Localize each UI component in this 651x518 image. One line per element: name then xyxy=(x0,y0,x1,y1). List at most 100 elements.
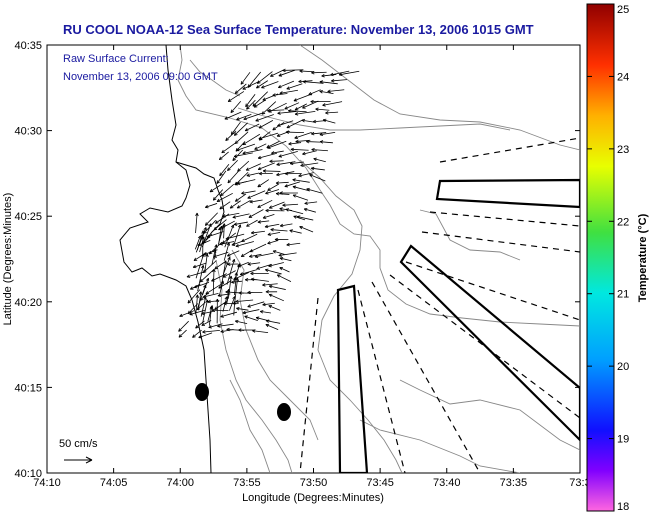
current-vector xyxy=(233,122,248,136)
current-vector xyxy=(215,298,220,324)
current-vector xyxy=(272,93,288,97)
scale-arrow xyxy=(64,456,93,464)
current-vector xyxy=(268,284,286,290)
current-vector xyxy=(178,320,189,332)
current-vector xyxy=(218,280,225,297)
plot-area xyxy=(46,44,581,474)
current-vector xyxy=(311,131,327,136)
current-vector xyxy=(259,310,271,314)
bathymetry-contour-6 xyxy=(231,249,319,441)
current-vector xyxy=(286,242,301,247)
colorbar-tick-label: 23 xyxy=(617,144,629,156)
current-vector xyxy=(262,283,278,287)
current-vector xyxy=(223,256,231,274)
current-vector xyxy=(262,302,275,307)
current-vector xyxy=(257,199,273,208)
current-vector xyxy=(242,81,260,90)
current-vector xyxy=(265,290,278,294)
current-vector xyxy=(243,112,263,121)
current-vector xyxy=(233,224,242,246)
current-vector xyxy=(212,189,224,201)
current-vector xyxy=(279,267,290,273)
current-vector xyxy=(315,107,330,111)
current-vector xyxy=(218,151,229,161)
current-vector xyxy=(221,142,236,154)
current-vector xyxy=(319,131,336,137)
current-vector xyxy=(306,139,321,144)
current-vector xyxy=(245,163,262,171)
current-vector xyxy=(230,101,242,114)
current-vector xyxy=(290,147,309,152)
bathymetry-contour-2 xyxy=(299,45,580,151)
current-vector xyxy=(209,184,222,193)
current-vector xyxy=(248,209,264,218)
current-vector xyxy=(265,208,285,213)
current-vector xyxy=(246,172,260,177)
current-vector xyxy=(267,184,279,191)
current-vector xyxy=(306,187,323,194)
bathymetry-contour-11 xyxy=(189,59,241,97)
current-vector xyxy=(267,108,285,113)
current-vector xyxy=(294,132,312,139)
current-vector xyxy=(310,99,331,104)
current-vector xyxy=(202,299,209,324)
x-tick-label: 73:45 xyxy=(366,477,394,489)
current-vector xyxy=(250,277,269,282)
current-vector xyxy=(286,83,303,90)
current-vector xyxy=(211,308,229,313)
current-vector xyxy=(236,143,256,152)
current-vector xyxy=(270,228,288,232)
current-vector xyxy=(282,68,304,73)
current-vector xyxy=(303,207,316,213)
colorbar-tick-label: 19 xyxy=(617,434,629,446)
current-vector xyxy=(277,120,294,127)
current-vector xyxy=(223,242,231,261)
current-vector xyxy=(255,114,274,122)
current-vector xyxy=(187,289,201,304)
current-vector xyxy=(205,203,218,209)
current-vector xyxy=(213,219,227,231)
current-vector xyxy=(229,200,241,209)
current-vector xyxy=(268,201,285,209)
x-tick-label: 73:40 xyxy=(433,477,461,489)
current-vector xyxy=(234,83,247,94)
current-vector xyxy=(331,78,347,83)
current-vector xyxy=(212,268,216,294)
current-vector xyxy=(300,162,319,167)
current-vector xyxy=(244,315,258,321)
x-tick-label: 73:35 xyxy=(500,477,528,489)
current-vector xyxy=(322,118,336,124)
current-vector xyxy=(311,70,327,75)
x-tick-label: 73:3 xyxy=(569,477,590,489)
colorbar xyxy=(586,3,615,512)
current-vector xyxy=(198,332,213,339)
bathymetry-contour-7 xyxy=(419,209,521,261)
y-tick-label: 40:25 xyxy=(14,211,42,223)
x-axis-ticks: 74:10 74:05 74:00 73:55 73:50 73:45 73:40 73:35… xyxy=(33,45,591,489)
current-vector xyxy=(232,149,244,161)
current-vector xyxy=(285,208,304,215)
current-vector xyxy=(264,223,280,229)
current-vector xyxy=(319,140,333,144)
current-vector xyxy=(234,319,248,325)
current-vector xyxy=(278,80,295,89)
bathymetry-contour-9 xyxy=(359,419,521,473)
current-vector xyxy=(250,230,265,235)
current-vector xyxy=(275,181,289,185)
current-vector xyxy=(235,241,254,248)
current-vector xyxy=(236,306,249,311)
current-vector xyxy=(220,183,235,197)
current-vector xyxy=(262,214,275,219)
current-vector xyxy=(247,290,263,295)
current-vector xyxy=(267,231,281,236)
current-vector xyxy=(232,301,237,316)
current-vector xyxy=(294,103,307,111)
bathymetry-contour-3 xyxy=(237,107,511,131)
colorbar-tick-label: 18 xyxy=(617,501,629,513)
y-tick-label: 40:15 xyxy=(14,382,42,394)
x-tick-label: 73:50 xyxy=(300,477,328,489)
current-vector xyxy=(284,181,300,188)
coastline xyxy=(119,45,212,473)
current-vector xyxy=(265,323,279,330)
current-vector xyxy=(224,111,242,120)
